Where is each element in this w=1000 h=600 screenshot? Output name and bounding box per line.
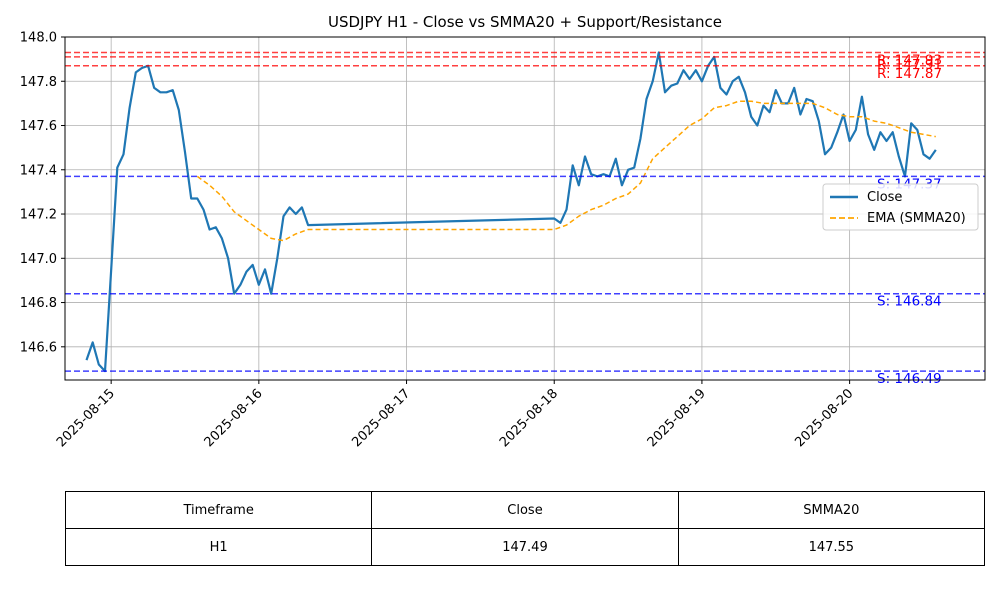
y-tick-label: 147.2 [20, 208, 57, 223]
support-resistance-layer: R: 147.93R: 147.91R: 147.87S: 147.37S: 1… [65, 51, 985, 387]
cell-smma20: 147.55 [677, 528, 986, 566]
legend-box [822, 183, 979, 231]
x-tick-label: 2025-08-17 [349, 386, 413, 450]
summary-data-row: H1 147.49 147.55 [64, 528, 986, 566]
y-tick-label: 147.4 [20, 163, 57, 178]
y-tick-label: 148.0 [20, 31, 57, 46]
summary-table: Timeframe Close SMMA20 H1 147.49 147.55 [64, 491, 986, 566]
summary-header-row: Timeframe Close SMMA20 [64, 491, 986, 529]
legend-close-label: Close [867, 190, 902, 205]
header-smma20: SMMA20 [677, 491, 986, 529]
plot-frame [64, 36, 986, 381]
y-tick-label: 147.6 [20, 119, 57, 134]
cell-close: 147.49 [371, 528, 679, 566]
y-tick-label: 147.0 [20, 252, 57, 267]
smma20-series-line [196, 100, 936, 242]
y-tick-label: 146.8 [20, 296, 57, 311]
support-label: S: 146.49 [877, 371, 942, 387]
header-close: Close [371, 491, 679, 529]
x-tick-label: 2025-08-20 [792, 386, 856, 450]
resistance-label: R: 147.87 [877, 66, 942, 82]
y-tick-label: 146.6 [20, 340, 57, 355]
lines-layer [85, 51, 937, 373]
close-series-line [85, 51, 937, 373]
x-tick-label: 2025-08-15 [54, 386, 118, 450]
y-tick-label: 147.8 [20, 75, 57, 90]
ticks-layer: 146.6 146.8 147.0 147.2 147.4 147.6 147.8 148.0… [20, 31, 857, 451]
chart-title: USDJPY H1 - Close vs SMMA20 + Support/Re… [328, 13, 722, 31]
header-timeframe: Timeframe [64, 491, 373, 529]
chart-svg: USDJPY H1 - Close vs SMMA20 + Support/Re… [20, 13, 986, 451]
legend-ema-label: EMA (SMMA20) [867, 211, 966, 226]
x-tick-label: 2025-08-18 [497, 386, 561, 450]
x-tick-label: 2025-08-16 [202, 386, 266, 450]
legend: Close EMA (SMMA20) [822, 183, 979, 231]
cell-timeframe: H1 [64, 528, 373, 566]
x-tick-label: 2025-08-19 [645, 386, 709, 450]
support-label: S: 146.84 [877, 294, 942, 310]
resistance-label: R: 147.91 [877, 57, 942, 73]
